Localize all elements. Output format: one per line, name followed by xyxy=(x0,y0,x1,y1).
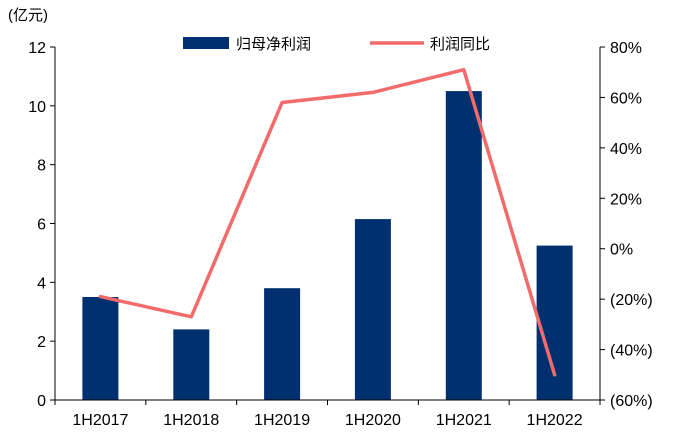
left-tick-label: 2 xyxy=(37,334,46,351)
left-tick-label: 8 xyxy=(37,158,46,175)
bar-1H2020 xyxy=(354,219,391,400)
right-tick-label: (20%) xyxy=(610,292,653,309)
left-axis-unit-label: (亿元) xyxy=(8,7,48,24)
x-tick-label: 1H2020 xyxy=(345,412,401,429)
bars-layer xyxy=(82,91,573,400)
bar-1H2022 xyxy=(536,245,573,400)
bar-1H2021 xyxy=(445,91,482,400)
left-tick-label: 12 xyxy=(28,40,46,57)
legend: 归母净利润 利润同比 xyxy=(183,36,490,53)
right-tick-label: (40%) xyxy=(610,343,653,360)
right-tick-label: (60%) xyxy=(610,393,653,410)
legend-bar-label: 归母净利润 xyxy=(236,36,311,53)
left-tick-label: 0 xyxy=(37,393,46,410)
left-tick-label: 4 xyxy=(37,275,46,292)
right-tick-label: 20% xyxy=(610,191,642,208)
axes-layer: 0 2 4 6 8 10 12 (60%) (40%) (20%) 0% 20% 40% 60% 80% 1H… xyxy=(28,40,652,429)
right-tick-label: 60% xyxy=(610,90,642,107)
bar-1H2017 xyxy=(82,297,119,400)
x-tick-label: 1H2022 xyxy=(527,412,583,429)
right-tick-label: 80% xyxy=(610,40,642,57)
left-tick-label: 10 xyxy=(28,99,46,116)
yoy-growth-line xyxy=(98,67,557,377)
line-layer xyxy=(98,67,557,377)
x-tick-label: 1H2019 xyxy=(254,412,310,429)
legend-line-label: 利润同比 xyxy=(430,36,490,53)
left-tick-label: 6 xyxy=(37,217,46,234)
bar-1H2018 xyxy=(173,329,210,400)
x-tick-label: 1H2021 xyxy=(436,412,492,429)
legend-bar-swatch xyxy=(183,37,229,49)
x-tick-label: 1H2018 xyxy=(163,412,219,429)
x-tick-label: 1H2017 xyxy=(72,412,128,429)
right-tick-label: 40% xyxy=(610,141,642,158)
bar-1H2019 xyxy=(264,288,301,400)
right-tick-label: 0% xyxy=(610,242,633,259)
